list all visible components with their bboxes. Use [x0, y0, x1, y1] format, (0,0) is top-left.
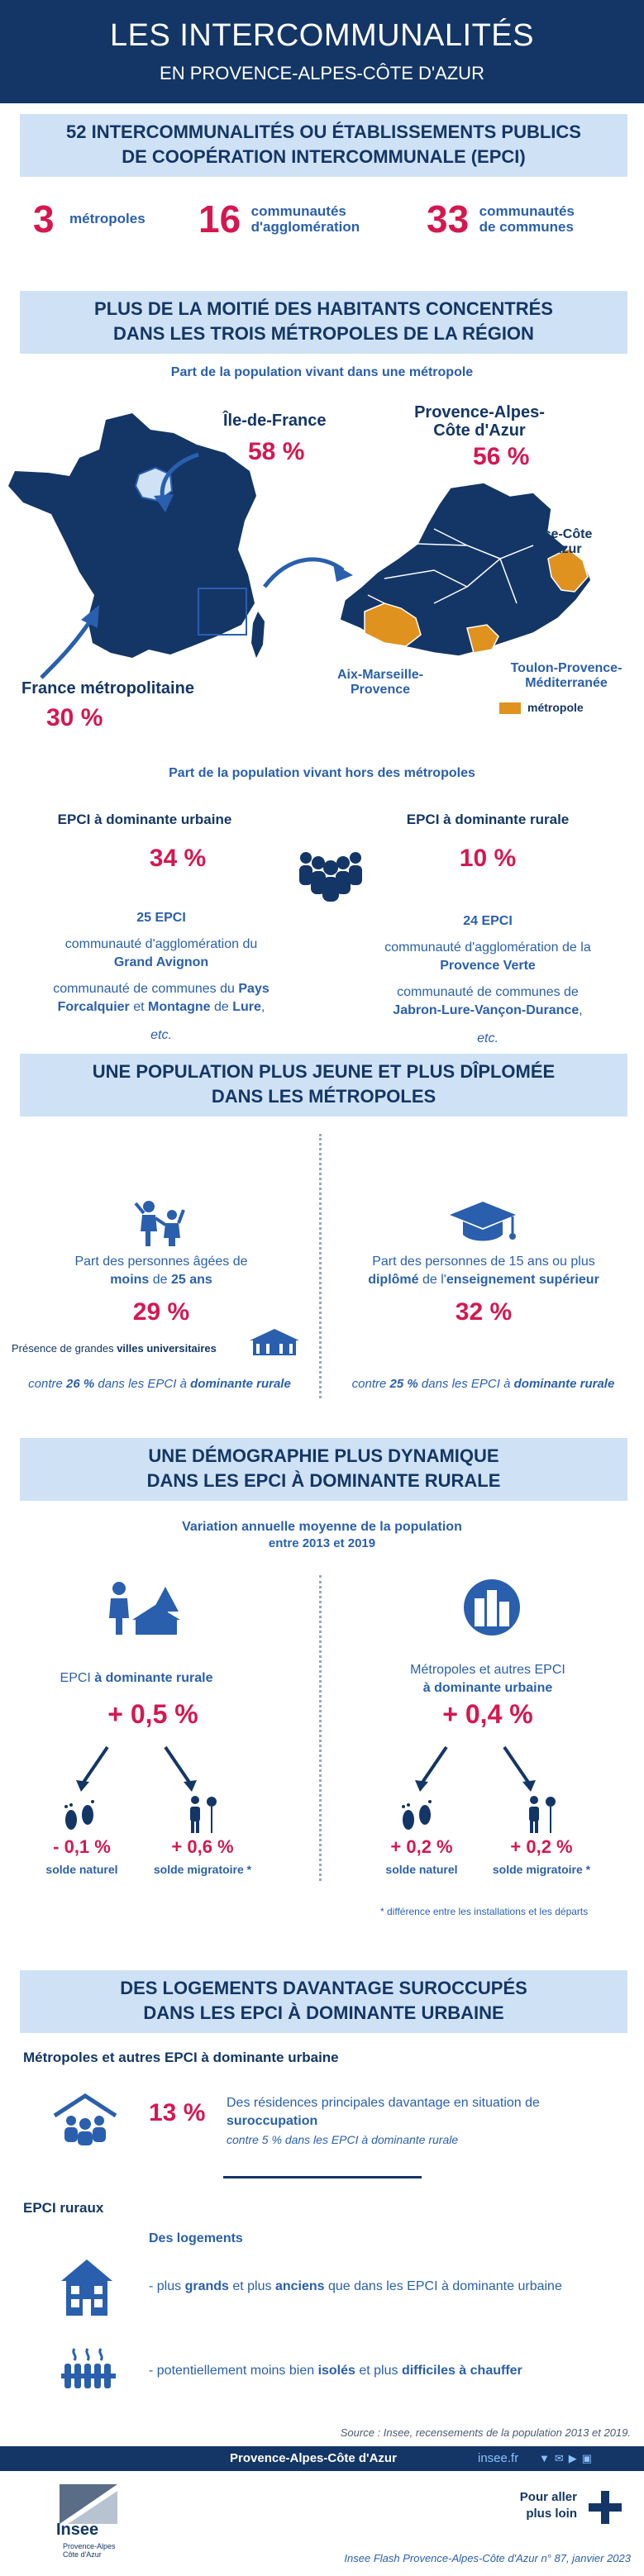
footer-region: Provence-Alpes-Côte d'Azur [230, 2451, 397, 2465]
urban-migr-label: solde migratoire * [492, 1863, 591, 1876]
legend-swatch [499, 702, 521, 714]
idf-arrow-icon [154, 452, 199, 512]
rural-migr-value: + 0,6 % [171, 1836, 234, 1857]
split-arrows-icon [415, 1745, 536, 1792]
rural-housing-item-1: - plus grands et plus anciens que dans l… [149, 2279, 562, 2293]
insee-logo-sub: Provence-Alpes Côte d'Azur [63, 2542, 116, 2559]
page-title: LES INTERCOMMUNALITÉS [109, 18, 535, 53]
city-icon [464, 1579, 520, 1636]
france-arrow-icon [40, 605, 99, 679]
more-info-label[interactable]: Pour aller plus loin [519, 2490, 577, 2521]
rural-dyn-value: + 0,5 % [107, 1699, 198, 1729]
rural-housing-item-2: - potentiellement moins bien isolés et p… [149, 2364, 522, 2378]
traveler-icon [529, 1796, 556, 1833]
stat-agglomeration: 16 communautés d'agglomération [198, 198, 360, 240]
people-group-icon [299, 852, 362, 902]
footprints-icon [64, 1800, 94, 1830]
rural-migr-label: solde migratoire * [153, 1863, 252, 1876]
urban-migr-value: + 0,2 % [510, 1836, 573, 1857]
urban-natural-value: + 0,2 % [390, 1836, 453, 1857]
graduate-share-label: Part des personnes de 15 ans ou plus dip… [368, 1255, 599, 1287]
rural-life-icon [109, 1582, 180, 1635]
publication-reference: Insee Flash Provence-Alpes-Côte d'Azur n… [344, 2552, 631, 2564]
idf-value: 58 % [248, 438, 305, 465]
graduate-compare: contre 25 % dans les EPCI à dominante ru… [351, 1377, 615, 1391]
young-share-value: 29 % [132, 1298, 190, 1326]
footprints-icon [402, 1800, 432, 1830]
page-subtitle: EN PROVENCE-ALPES-CÔTE D'AZUR [160, 63, 484, 83]
variation-subtitle: Variation annuelle moyenne de la populat… [182, 1520, 462, 1550]
young-compare: contre 26 % dans les EPCI à dominante ru… [28, 1377, 291, 1391]
crowded-house-icon [53, 2093, 117, 2145]
paca-map [339, 482, 592, 657]
rural-natural-value: - 0,1 % [53, 1836, 111, 1857]
urban-dyn-value: + 0,4 % [442, 1699, 533, 1729]
stat-communes: 33 communautés de communes [427, 198, 575, 240]
radiator-icon [61, 2348, 116, 2388]
rural-value: 10 % [459, 845, 517, 872]
urban-dyn-title: Métropoles et autres EPCI à dominante ur… [410, 1663, 565, 1695]
overcrowding-value: 13 % [149, 2099, 206, 2126]
social-icons[interactable]: ▼✉▶▣ [539, 2452, 598, 2464]
insee-logo-icon [60, 2484, 117, 2524]
divider [319, 1575, 322, 1881]
zoom-arrow-icon [263, 557, 353, 588]
rural-housing-sub: Des logements [149, 2231, 243, 2245]
section-banner-demographie: UNE DÉMOGRAPHIE PLUS DYNAMIQUE DANS LES … [20, 1438, 627, 1501]
divider [223, 2176, 422, 2178]
urban-natural-label: solde naturel [385, 1863, 458, 1876]
section-banner-jeune: UNE POPULATION PLUS JEUNE ET PLUS DÎPLOM… [20, 1054, 627, 1117]
stat-metropoles: 3 métropoles [33, 198, 145, 240]
section-banner-logements: DES LOGEMENTS DAVANTAGE SUROCCUPÉS DANS … [20, 1970, 627, 2033]
family-icon [134, 1201, 185, 1246]
divider [319, 1134, 322, 1398]
traveler-icon [190, 1796, 217, 1833]
non-metropole-subtitle: Part de la population vivant hors des mé… [169, 766, 475, 780]
idf-label: Île-de-France [223, 412, 327, 430]
page-header: LES INTERCOMMUNALITÉS EN PROVENCE-ALPES-… [0, 0, 644, 103]
metropole-share-subtitle: Part de la population vivant dans une mé… [170, 365, 474, 379]
large-house-icon [61, 2259, 112, 2316]
split-arrows-icon [76, 1745, 197, 1792]
paca-value: 56 % [473, 443, 530, 470]
aix-label: Aix-Marseille- Provence [336, 668, 424, 697]
university-note: Présence de grandes villes universitaire… [12, 1342, 217, 1355]
plus-icon[interactable] [589, 2491, 622, 2524]
rural-natural-label: solde naturel [45, 1863, 118, 1876]
footnote: * différence entre les installations et … [380, 1906, 589, 1917]
rural-title: EPCI à dominante rurale [406, 812, 570, 827]
france-label: France métropolitaine [21, 679, 194, 698]
rural-examples: 24 EPCI communauté d'agglomération de la… [384, 914, 591, 1045]
footer-bar: Provence-Alpes-Côte d'Azur insee.fr ▼✉▶▣ [0, 2446, 644, 2471]
section-banner-epci: 52 INTERCOMMUNALITÉS OU ÉTABLISSEMENTS P… [20, 114, 627, 177]
rural-housing-title: EPCI ruraux [23, 2200, 104, 2216]
overcrowding-text: Des résidences principales davantage en … [227, 2096, 540, 2146]
urban-value: 34 % [149, 845, 207, 872]
nice-label: Nice-Côte d'Azur [530, 527, 593, 556]
graduation-cap-icon [450, 1202, 516, 1241]
rural-dyn-title: EPCI à dominante rurale [60, 1671, 213, 1685]
legend-label: métropole [527, 701, 584, 714]
toulon-label: Toulon-Provence- Méditerranée [510, 661, 623, 690]
university-icon [250, 1329, 299, 1355]
source-note: Source : Insee, recensements de la popul… [340, 2426, 631, 2439]
graduate-share-value: 32 % [455, 1298, 513, 1326]
urban-title: EPCI à dominante urbaine [57, 812, 232, 827]
footer-site-link[interactable]: insee.fr [478, 2451, 519, 2465]
young-share-label: Part des personnes âgées de moins de 25 … [74, 1255, 248, 1287]
urban-examples: 25 EPCI communauté d'agglomération du Gr… [53, 911, 270, 1042]
section-banner-metropoles: PLUS DE LA MOITIÉ DES HABITANTS CONCENTR… [20, 291, 627, 354]
insee-logo-text: Insee [56, 2521, 99, 2539]
paca-label: Provence-Alpes- Côte d'Azur [414, 403, 545, 440]
urban-housing-title: Métropoles et autres EPCI à dominante ur… [23, 2050, 339, 2065]
france-value: 30 % [46, 704, 103, 731]
